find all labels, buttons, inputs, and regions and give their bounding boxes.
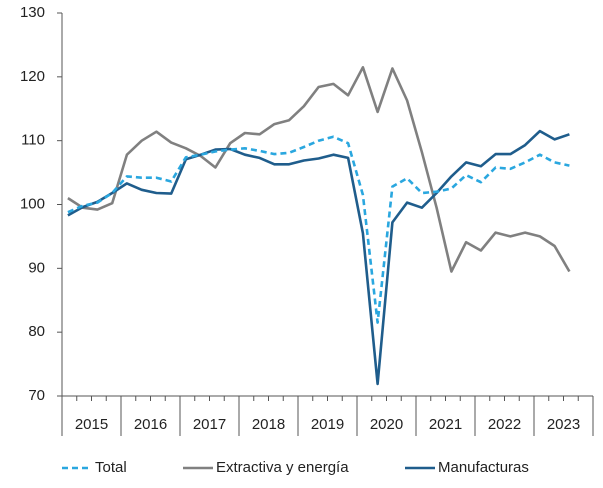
series-line xyxy=(67,66,571,273)
y-tick-label: 130 xyxy=(20,4,45,21)
legend-label: Extractiva y energía xyxy=(216,459,349,476)
legend-label: Manufacturas xyxy=(438,459,529,476)
y-tick-label: 80 xyxy=(28,323,45,340)
x-tick-label: 2017 xyxy=(193,416,226,433)
legend-label: Total xyxy=(95,459,127,476)
x-tick-label: 2016 xyxy=(134,416,167,433)
y-tick-label: 120 xyxy=(20,68,45,85)
y-tick-label: 70 xyxy=(28,387,45,404)
series-line xyxy=(67,135,570,324)
x-tick-label: 2021 xyxy=(429,416,462,433)
y-tick-label: 90 xyxy=(28,259,45,276)
x-tick-label: 2023 xyxy=(547,416,580,433)
x-tick-label: 2022 xyxy=(488,416,521,433)
y-tick-label: 110 xyxy=(21,132,45,149)
x-tick-label: 2019 xyxy=(311,416,344,433)
x-tick-label: 2015 xyxy=(75,416,108,433)
y-tick-label: 100 xyxy=(20,195,45,212)
x-tick-label: 2018 xyxy=(252,416,285,433)
x-tick-label: 2020 xyxy=(370,416,403,433)
series-line xyxy=(67,129,570,386)
